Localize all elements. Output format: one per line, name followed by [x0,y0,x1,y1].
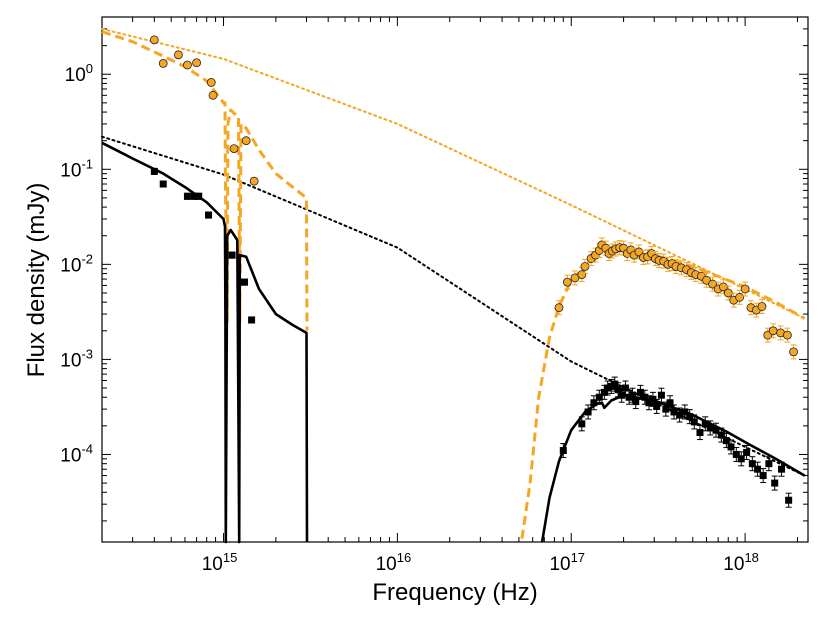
orange-dashed-model-line [101,30,309,331]
black-data-point [590,399,598,407]
black-data-point [666,399,674,407]
black-data-point [621,384,629,392]
black-dotted-model-line [101,135,806,477]
y-tick-label: 10-4 [60,441,93,466]
axis-ticks [101,16,808,542]
black-data-point [662,405,670,413]
black-data-point [712,426,720,434]
black-data-point [681,408,689,416]
black-data-point [690,418,698,426]
orange-data-point [208,90,218,100]
y-axis-title: Flux density (mJy) [23,183,50,378]
black-data-point [649,395,657,403]
black-data-point [195,192,203,200]
black-data-point [696,429,704,437]
orange-data-point [206,78,216,87]
orange-data-point [708,279,717,289]
black-data-point [701,420,709,428]
black-data-point [645,399,653,407]
black-data-point [611,380,619,388]
orange-data-point [554,303,564,313]
black-data-point [748,460,756,468]
orange-data-point [718,282,728,292]
orange-data-point [789,347,798,357]
black-data-point [717,431,725,439]
black-data-point [159,180,167,188]
x-tick-label: 1018 [723,550,759,575]
black-data-point [778,465,786,473]
y-tick-label: 10-2 [60,251,93,276]
black-data-point [732,450,740,458]
x-tick-label: 1017 [549,550,585,575]
orange-data-point [149,35,159,45]
orange-data-point [241,136,251,146]
black-data-point [584,408,592,416]
black-data-point [150,167,158,175]
black-data-point [771,479,779,487]
orange-data-point [782,330,792,340]
black-data-point [676,411,684,419]
black-data-point [722,437,730,445]
orange-dotted-model-line [101,27,806,320]
black-data-point [228,251,236,259]
x-axis-title: Frequency (Hz) [372,579,537,606]
black-data-point [600,388,608,396]
black-data-point [595,393,603,401]
orange-data-point [768,326,778,336]
black-data-point [614,386,622,394]
orange-data-point [158,58,168,68]
black-data-point [578,420,586,428]
black-data-point [618,391,626,399]
data-points [149,35,798,508]
black-data-point [706,424,714,432]
orange-data-point [757,302,767,311]
orange-data-point [229,144,239,154]
black-data-point [785,496,793,504]
y-tick-label: 100 [65,61,93,86]
black-data-point [727,443,735,451]
black-data-point [628,391,636,399]
orange-data-point [173,50,183,60]
tick-labels: 1015 1016 1017 1018 100 10-1 10-2 10-3 10-4 [60,61,759,575]
orange-data-point [249,176,259,186]
black-data-point [641,393,649,401]
black-solid-model-line-xray [540,393,806,543]
model-curves [101,27,806,544]
black-data-point [183,192,191,200]
black-data-point [205,211,213,219]
orange-data-point [740,284,750,294]
black-data-point [670,408,678,416]
x-tick-label: 1016 [376,550,412,575]
black-data-point [657,391,665,399]
black-data-point [636,388,644,396]
y-tick-label: 10-3 [60,346,93,371]
black-data-point [240,278,248,286]
orange-data-point [735,292,745,302]
black-data-point [559,447,567,455]
black-data-point [604,384,612,392]
black-data-point [686,413,694,421]
orange-data-point [580,262,590,271]
black-data-point [190,192,198,200]
black-data-point [632,398,640,406]
orange-data-point [562,277,572,287]
black-data-point [743,448,751,456]
y-tick-label: 10-1 [60,156,93,181]
black-data-point [754,465,762,473]
black-data-point [737,455,745,463]
black-data-point [248,316,256,324]
black-solid-model-line [101,141,309,544]
black-data-point [759,472,767,480]
black-data-point [653,402,661,410]
black-data-point [765,460,773,468]
orange-data-point [183,60,192,70]
orange-data-point [577,270,587,280]
x-tick-label: 1015 [202,550,238,575]
orange-data-point [192,58,201,68]
